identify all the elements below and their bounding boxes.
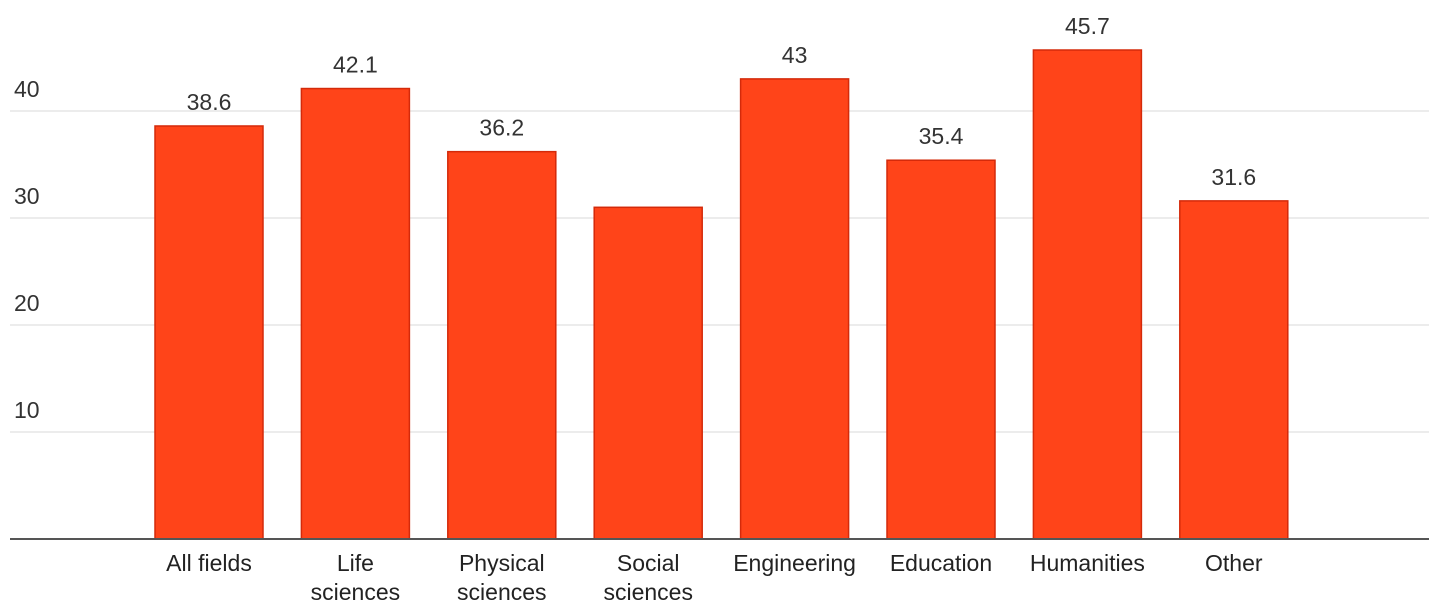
category-label-line: sciences (457, 579, 546, 605)
bar-1 (154, 125, 264, 540)
category-label-3: Physical sciences (457, 550, 546, 605)
category-label-line: Life (337, 550, 374, 576)
y-tick-label-20: 20 (14, 290, 40, 316)
category-label-line: Engineering (733, 550, 856, 576)
bar-4 (593, 206, 703, 540)
category-label-line: All fields (166, 550, 252, 576)
category-label-line: Other (1205, 550, 1263, 576)
data-label-7: 45.7 (1065, 13, 1110, 39)
data-label-3: 36.2 (479, 115, 524, 141)
category-label-7: Humanities (1030, 550, 1145, 576)
bar-6 (886, 159, 996, 540)
category-label-1: All fields (166, 550, 252, 576)
data-label-1: 38.6 (187, 89, 232, 115)
category-label-2: Life sciences (311, 550, 400, 605)
category-label-line: Physical (459, 550, 545, 576)
category-label-line: Education (890, 550, 992, 576)
bar-3 (447, 150, 557, 540)
bar-8 (1179, 200, 1289, 540)
bar-7 (1032, 49, 1143, 540)
data-label-6: 35.4 (919, 123, 964, 149)
category-label-line: sciences (603, 579, 692, 605)
y-tick-label-30: 30 (14, 183, 40, 209)
y-tick-label-40: 40 (14, 76, 40, 102)
y-tick-label-10: 10 (14, 397, 40, 423)
data-label-8: 31.6 (1211, 164, 1256, 190)
category-label-8: Other (1205, 550, 1263, 576)
category-label-6: Education (890, 550, 992, 576)
category-label-4: Social sciences (603, 550, 692, 605)
category-label-line: Social (617, 550, 680, 576)
data-label-5: 43 (782, 42, 808, 68)
category-label-5: Engineering (733, 550, 856, 576)
category-label-line: Humanities (1030, 550, 1145, 576)
data-label-2: 42.1 (333, 52, 378, 78)
bar-5 (739, 78, 850, 540)
bar-2 (300, 87, 411, 540)
category-label-line: sciences (311, 579, 400, 605)
